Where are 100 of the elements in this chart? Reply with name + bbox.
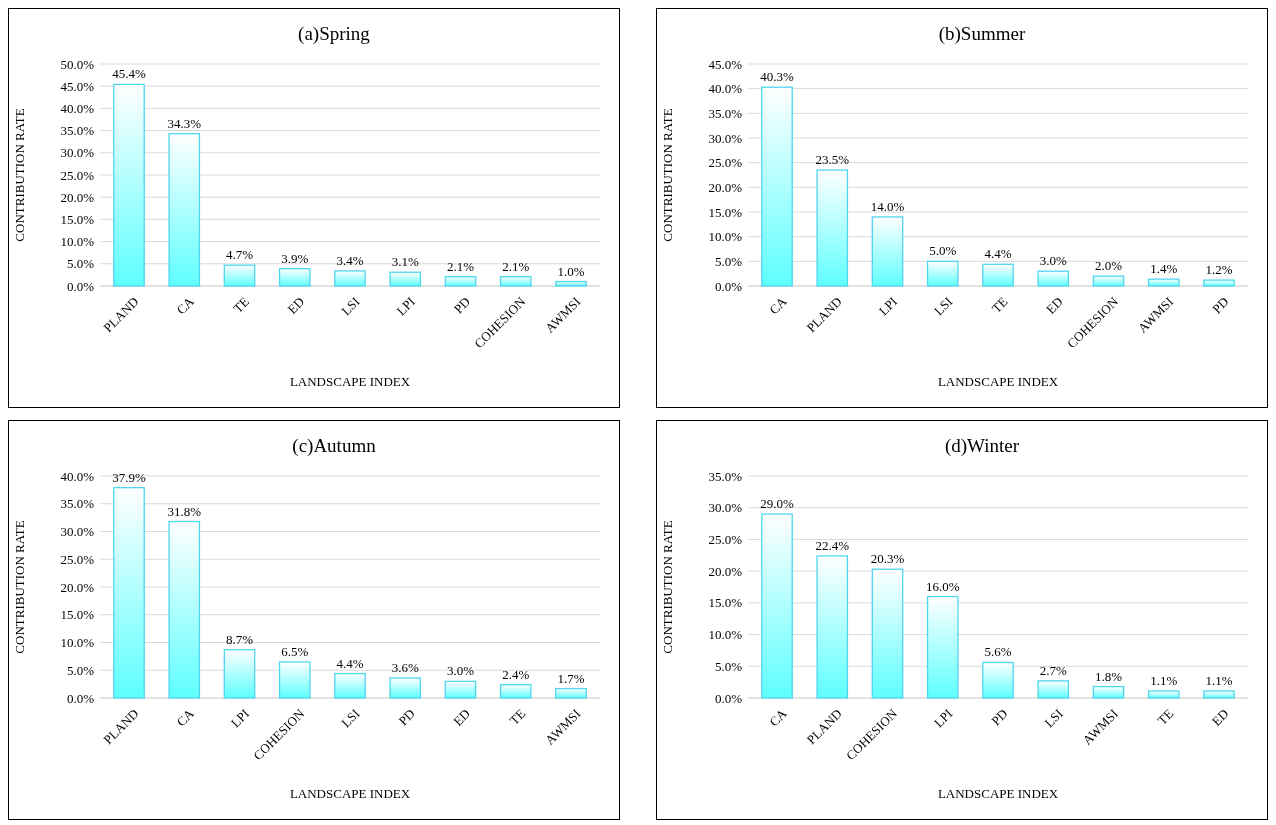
- y-tick-label: 15.0%: [60, 607, 95, 623]
- data-label: 4.4%: [336, 655, 364, 671]
- data-label: 3.0%: [446, 663, 475, 679]
- x-tick-label: LPI: [930, 705, 956, 731]
- data-label: 2.7%: [1039, 662, 1067, 678]
- chart-title: (d)Winter: [944, 435, 1020, 457]
- bar: [871, 568, 904, 699]
- y-tick-label: 35.0%: [60, 496, 95, 512]
- data-label: 16.0%: [925, 578, 960, 594]
- data-label: 37.9%: [112, 469, 146, 485]
- y-tick-label: 10.0%: [708, 627, 743, 643]
- data-label: 2.1%: [446, 258, 475, 274]
- bar: [1092, 275, 1125, 287]
- bar: [499, 684, 532, 699]
- x-tick-label: TE: [230, 293, 253, 316]
- bar: [1203, 279, 1235, 287]
- chart-title: (b)Summer: [938, 23, 1026, 45]
- bar: [761, 513, 793, 699]
- x-tick-label: CA: [173, 293, 198, 318]
- y-tick-label: 40.0%: [708, 81, 743, 97]
- x-tick-label: TE: [1154, 705, 1177, 728]
- x-tick-label: PD: [988, 705, 1011, 729]
- y-tick-label: 5.0%: [714, 658, 743, 674]
- y-tick-label: 35.0%: [708, 468, 743, 484]
- x-tick-label: ED: [1042, 293, 1066, 317]
- data-label: 20.3%: [870, 551, 905, 567]
- data-label: 1.8%: [1094, 668, 1123, 684]
- x-tick-label: PD: [1209, 293, 1232, 317]
- bar: [1037, 270, 1070, 287]
- data-label: 23.5%: [815, 152, 850, 168]
- y-tick-label: 20.0%: [60, 579, 95, 595]
- y-tick-label: 35.0%: [60, 123, 95, 139]
- chart-title: (a)Spring: [298, 23, 371, 45]
- y-tick-label: 0.0%: [714, 690, 743, 706]
- x-tick-label: LPI: [393, 293, 418, 319]
- data-label: 31.8%: [167, 503, 202, 519]
- bar: [278, 661, 311, 699]
- data-label: 8.7%: [225, 631, 254, 647]
- bar: [499, 276, 532, 287]
- data-label: 29.0%: [760, 496, 794, 512]
- bar: [1037, 680, 1070, 699]
- bar: [555, 687, 587, 699]
- bar: [113, 83, 145, 287]
- data-label: 2.4%: [502, 666, 530, 682]
- y-axis-title: CONTRIBUTION RATE: [12, 520, 27, 654]
- data-label: 4.4%: [984, 246, 1012, 262]
- data-label: 2.1%: [502, 258, 530, 274]
- bar: [223, 264, 256, 287]
- y-tick-label: 15.0%: [708, 204, 743, 220]
- data-label: 40.3%: [760, 69, 794, 85]
- bar: [761, 86, 793, 287]
- x-tick-label: LSI: [1041, 705, 1066, 731]
- x-tick-label: LSI: [930, 293, 956, 319]
- bar: [223, 649, 256, 699]
- data-label: 2.0%: [1094, 258, 1123, 274]
- x-tick-label: PD: [395, 705, 418, 729]
- y-tick-label: 35.0%: [708, 105, 743, 121]
- data-label: 3.9%: [281, 250, 309, 266]
- bar: [334, 270, 366, 287]
- y-tick-label: 25.0%: [708, 155, 743, 171]
- bar: [389, 271, 422, 287]
- bar: [926, 260, 959, 287]
- data-label: 1.1%: [1205, 673, 1233, 689]
- data-label: 22.4%: [815, 537, 850, 553]
- y-tick-label: 5.0%: [66, 256, 95, 272]
- x-tick-label: CA: [173, 705, 198, 730]
- data-label: 5.6%: [984, 644, 1012, 660]
- data-label: 1.7%: [557, 670, 585, 686]
- bar: [816, 555, 849, 699]
- bar: [168, 520, 201, 699]
- x-tick-label: PD: [450, 293, 474, 317]
- bar: [168, 133, 201, 287]
- bar: [926, 595, 959, 699]
- y-tick-label: 15.0%: [60, 211, 95, 227]
- bar: [982, 661, 1014, 699]
- bar: [334, 672, 366, 699]
- x-tick-label: CA: [766, 293, 790, 318]
- y-tick-label: 30.0%: [708, 500, 743, 516]
- data-label: 1.2%: [1205, 262, 1233, 278]
- y-tick-label: 5.0%: [714, 253, 743, 269]
- y-axis-title: CONTRIBUTION RATE: [660, 520, 675, 654]
- bar: [871, 216, 904, 287]
- y-tick-label: 30.0%: [60, 145, 95, 161]
- x-tick-label: LSI: [338, 705, 363, 731]
- data-label: 14.0%: [870, 198, 905, 214]
- x-axis-title: LANDSCAPE INDEX: [289, 786, 411, 801]
- x-tick-label: LPI: [227, 705, 253, 731]
- bar: [1203, 690, 1235, 699]
- bar: [816, 169, 849, 287]
- y-tick-label: 30.0%: [708, 130, 743, 146]
- data-label: 3.6%: [391, 660, 419, 676]
- y-tick-label: 45.0%: [708, 56, 743, 72]
- y-axis-title: CONTRIBUTION RATE: [12, 108, 27, 242]
- y-tick-label: 25.0%: [708, 531, 743, 547]
- y-tick-label: 20.0%: [60, 189, 95, 205]
- x-tick-label: ED: [1208, 705, 1232, 729]
- data-label: 34.3%: [167, 115, 202, 131]
- y-tick-label: 0.0%: [714, 278, 743, 294]
- y-tick-label: 5.0%: [66, 662, 95, 678]
- x-tick-label: LSI: [338, 293, 363, 319]
